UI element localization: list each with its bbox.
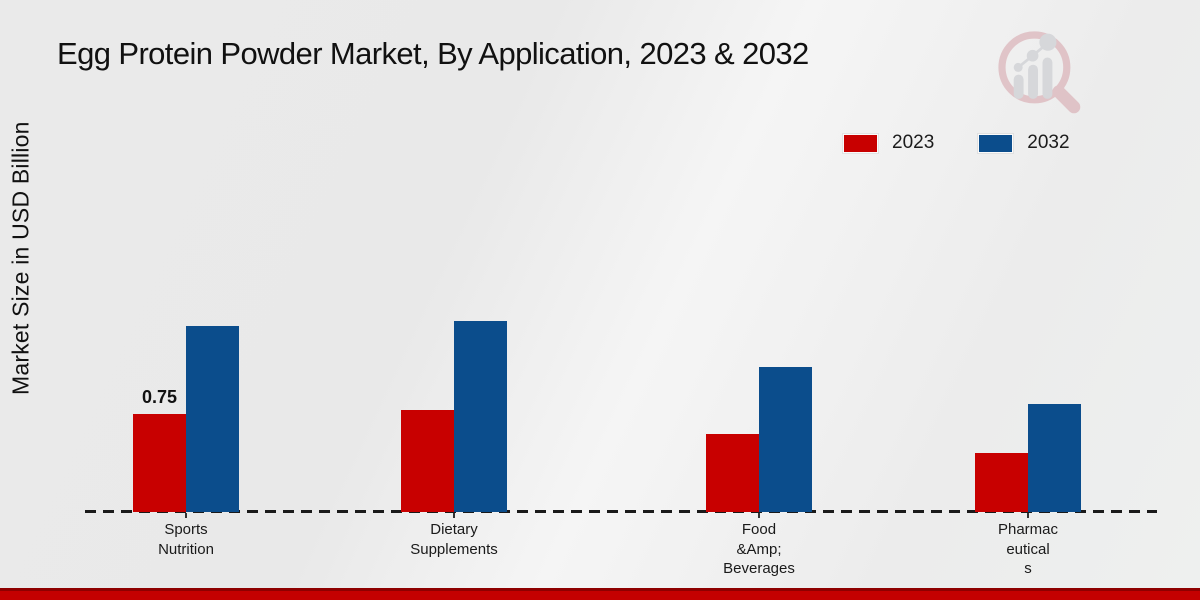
bar-2032-2 xyxy=(454,321,507,512)
footer-accent-bar xyxy=(0,588,1200,600)
category-label: Pharmac eutical s xyxy=(997,521,1059,577)
category-label: Sports Nutrition xyxy=(158,521,214,558)
bar-2023-3 xyxy=(706,434,759,512)
legend-swatch-2032 xyxy=(978,133,1014,153)
x-axis-tick xyxy=(758,513,760,518)
category-label: Food &Amp; Beverages xyxy=(723,521,795,577)
x-axis-tick xyxy=(185,513,187,518)
legend-item-2032: 2032 xyxy=(978,132,1070,154)
bar-2023-2 xyxy=(401,410,454,512)
magnifier-bar-chart-logo xyxy=(998,31,1081,114)
legend-label-2032: 2032 xyxy=(1027,132,1070,153)
bar-2032-1 xyxy=(186,326,239,512)
bar-2023-1 xyxy=(133,414,186,512)
bar-2032-3 xyxy=(759,367,812,512)
chart-title: Egg Protein Powder Market, By Applicatio… xyxy=(57,36,809,71)
bar-value-label: 0.75 xyxy=(141,387,178,407)
category-label: Dietary Supplements xyxy=(410,521,498,558)
legend-label-2023: 2023 xyxy=(892,132,935,153)
bar-2023-4 xyxy=(975,453,1028,512)
x-axis-baseline xyxy=(85,510,1157,513)
legend-swatch-2023 xyxy=(843,133,878,153)
x-axis-tick xyxy=(453,513,455,518)
legend: 2023 2032 xyxy=(843,132,1070,154)
x-axis-tick xyxy=(1027,513,1029,518)
bar-2032-4 xyxy=(1028,404,1081,512)
legend-item-2023: 2023 xyxy=(843,132,934,154)
